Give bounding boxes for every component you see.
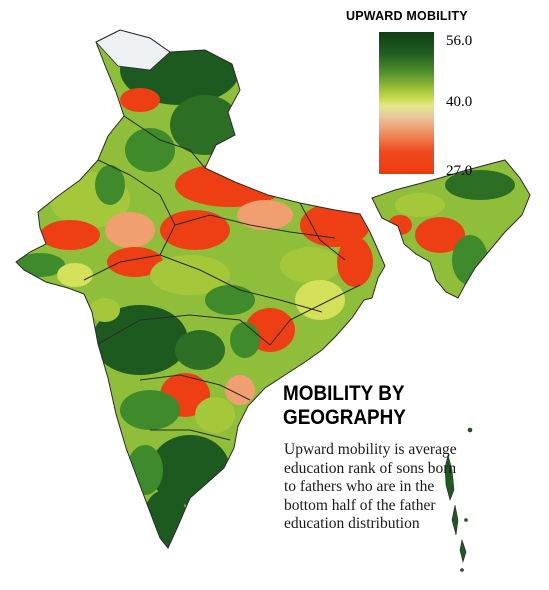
description: Upward mobility is average education ran…	[284, 441, 457, 532]
headline: MOBILITY BY GEOGRAPHY	[283, 382, 406, 429]
legend-color-bar	[379, 32, 434, 174]
andaman-islands	[444, 427, 473, 572]
legend-min-label: 27.0	[446, 163, 473, 179]
legend-title: UPWARD MOBILITY	[346, 9, 468, 23]
state-borders	[15, 29, 531, 549]
legend-mid-label: 40.0	[446, 94, 473, 110]
legend-max-label: 56.0	[446, 33, 473, 49]
